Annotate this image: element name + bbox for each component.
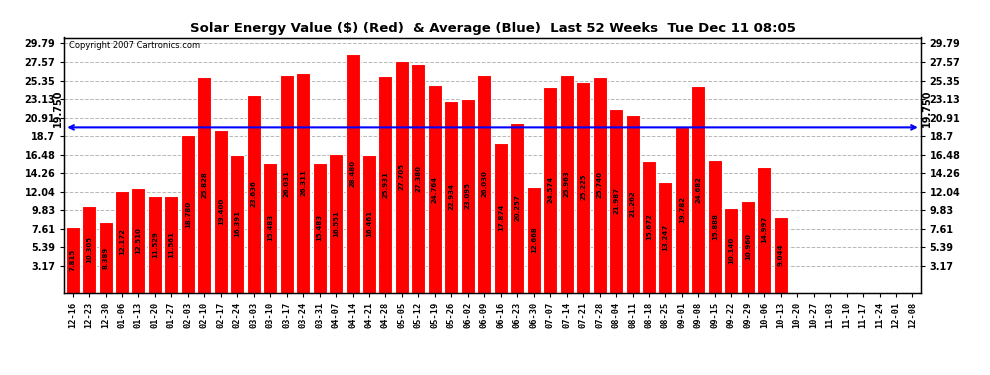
Bar xyxy=(609,109,623,292)
Text: 22.934: 22.934 xyxy=(448,183,454,210)
Text: 15.672: 15.672 xyxy=(645,214,652,240)
Bar xyxy=(741,201,754,292)
Text: 25.828: 25.828 xyxy=(201,171,207,198)
Text: 15.483: 15.483 xyxy=(317,214,323,242)
Text: 24.764: 24.764 xyxy=(432,176,438,202)
Bar xyxy=(279,75,294,292)
Text: 26.030: 26.030 xyxy=(481,170,487,197)
Text: 28.480: 28.480 xyxy=(349,160,355,187)
Bar xyxy=(544,87,557,292)
Text: 25.225: 25.225 xyxy=(580,174,586,200)
Bar xyxy=(445,101,458,292)
Text: Copyright 2007 Cartronics.com: Copyright 2007 Cartronics.com xyxy=(68,41,200,50)
Text: 25.963: 25.963 xyxy=(563,171,569,197)
Text: 20.257: 20.257 xyxy=(514,195,520,221)
Bar xyxy=(132,188,146,292)
Text: 23.636: 23.636 xyxy=(250,180,256,207)
Bar xyxy=(231,156,245,292)
Text: 10.305: 10.305 xyxy=(86,236,92,263)
Text: 8.389: 8.389 xyxy=(103,246,109,268)
Bar xyxy=(642,162,656,292)
Bar xyxy=(626,115,640,292)
Text: 27.705: 27.705 xyxy=(399,163,405,190)
Text: 19.750: 19.750 xyxy=(923,90,933,128)
Text: 26.031: 26.031 xyxy=(284,170,290,197)
Text: 19.750: 19.750 xyxy=(52,90,62,128)
Text: 14.997: 14.997 xyxy=(761,216,767,243)
Bar xyxy=(296,72,310,292)
Bar xyxy=(362,155,376,292)
Text: 12.510: 12.510 xyxy=(136,227,142,254)
Text: 7.815: 7.815 xyxy=(69,249,75,271)
Bar xyxy=(247,95,260,292)
Bar xyxy=(477,75,491,292)
Bar xyxy=(99,222,113,292)
Bar xyxy=(115,191,129,292)
Bar xyxy=(527,187,541,292)
Bar xyxy=(263,163,277,292)
Bar xyxy=(412,64,426,292)
Text: 12.668: 12.668 xyxy=(531,226,537,253)
Text: 19.400: 19.400 xyxy=(218,198,224,225)
Text: 9.044: 9.044 xyxy=(778,243,784,266)
Text: 16.391: 16.391 xyxy=(235,210,241,237)
Text: 16.461: 16.461 xyxy=(366,210,372,237)
Bar xyxy=(675,127,689,292)
Text: 12.172: 12.172 xyxy=(119,228,125,255)
Bar xyxy=(82,206,96,292)
Text: 15.888: 15.888 xyxy=(712,213,718,240)
Bar xyxy=(494,143,508,292)
Text: 21.262: 21.262 xyxy=(630,190,636,217)
Bar xyxy=(428,86,442,292)
Text: 27.380: 27.380 xyxy=(416,165,422,192)
Bar xyxy=(329,154,344,292)
Text: 24.682: 24.682 xyxy=(695,176,701,203)
Text: 21.987: 21.987 xyxy=(613,187,619,214)
Title: Solar Energy Value ($) (Red)  & Average (Blue)  Last 52 Weeks  Tue Dec 11 08:05: Solar Energy Value ($) (Red) & Average (… xyxy=(190,22,795,35)
Text: 25.931: 25.931 xyxy=(382,171,388,198)
Bar xyxy=(576,82,590,292)
Bar xyxy=(164,196,178,292)
Bar xyxy=(658,182,672,292)
Bar xyxy=(691,86,706,292)
Bar xyxy=(757,167,771,292)
Bar xyxy=(148,196,162,292)
Text: 24.574: 24.574 xyxy=(547,176,553,203)
Text: 16.551: 16.551 xyxy=(333,210,340,237)
Text: 15.483: 15.483 xyxy=(267,214,273,242)
Text: 13.247: 13.247 xyxy=(662,224,668,251)
Text: 17.874: 17.874 xyxy=(498,204,504,231)
Text: 18.780: 18.780 xyxy=(185,200,191,228)
Bar xyxy=(460,99,475,292)
Text: 10.140: 10.140 xyxy=(729,237,735,264)
Text: 26.311: 26.311 xyxy=(300,169,306,196)
Bar xyxy=(708,160,722,292)
Text: 25.740: 25.740 xyxy=(597,171,603,198)
Bar xyxy=(378,76,392,292)
Bar xyxy=(593,77,607,292)
Bar xyxy=(197,76,211,292)
Text: 23.095: 23.095 xyxy=(465,183,471,209)
Bar xyxy=(725,208,739,292)
Bar xyxy=(774,217,788,292)
Bar xyxy=(346,54,359,292)
Bar xyxy=(395,61,409,292)
Bar xyxy=(313,163,327,292)
Text: 11.529: 11.529 xyxy=(151,231,158,258)
Bar xyxy=(65,227,79,292)
Bar xyxy=(559,75,573,292)
Bar xyxy=(214,130,228,292)
Bar xyxy=(510,123,525,292)
Text: 11.561: 11.561 xyxy=(168,231,174,258)
Text: 10.960: 10.960 xyxy=(744,233,750,260)
Text: 19.782: 19.782 xyxy=(679,196,685,223)
Bar xyxy=(181,135,195,292)
